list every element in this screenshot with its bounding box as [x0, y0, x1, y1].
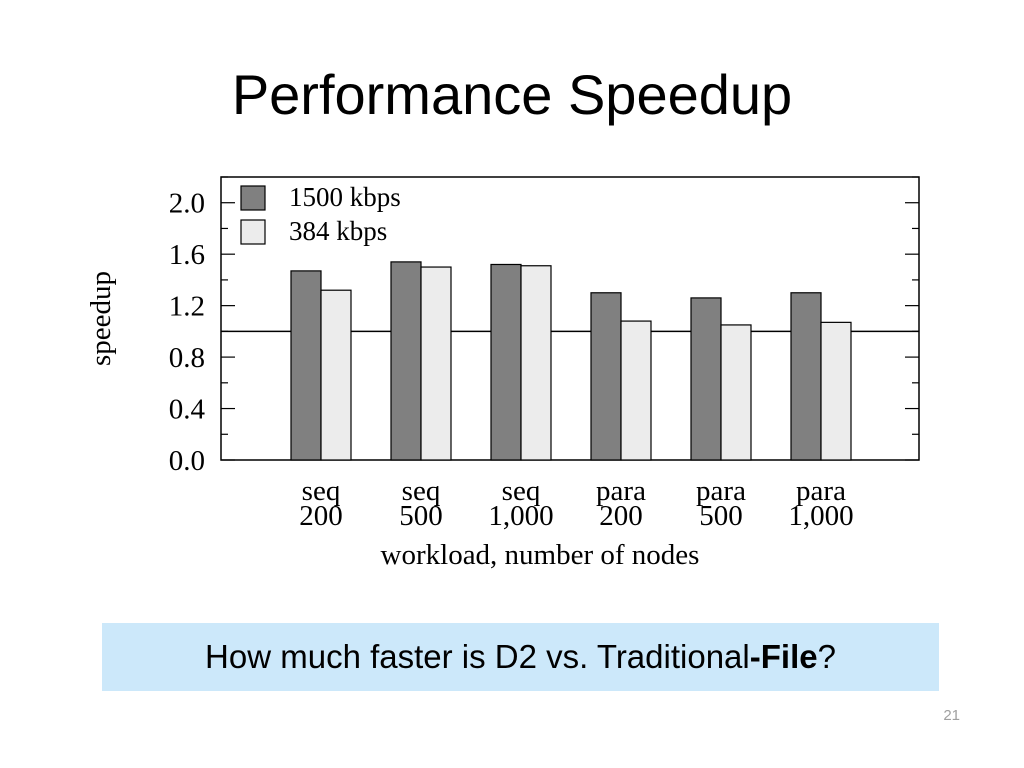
y-tick-label: 0.0	[169, 445, 205, 477]
y-tick-label: 1.2	[169, 291, 205, 323]
x-tick-label-workload: seq	[402, 475, 441, 507]
y-tick-label: 0.4	[169, 394, 206, 426]
legend-label: 384 kbps	[289, 216, 387, 246]
bar-384kbps	[520, 265, 552, 461]
bar-384kbps	[420, 266, 452, 461]
x-tick-label-workload: para	[596, 475, 646, 507]
legend-swatch	[240, 185, 266, 211]
bar-1500kbps	[390, 261, 422, 461]
x-tick-label-nodes: 1,000	[788, 500, 853, 532]
question-callout: How much faster is D2 vs. Traditional -Fi…	[102, 623, 939, 691]
callout-suffix: ?	[817, 638, 836, 675]
bar-384kbps	[620, 320, 652, 461]
x-tick-label-workload: para	[796, 475, 846, 507]
x-tick-label-nodes: 500	[399, 500, 443, 532]
y-tick-label: 0.8	[169, 342, 205, 374]
bar-384kbps	[720, 324, 752, 461]
bar-1500kbps	[590, 292, 622, 461]
y-tick-label: 1.6	[169, 239, 205, 271]
plot-frame	[220, 176, 920, 461]
bar-1500kbps	[490, 263, 522, 461]
y-tick-label: 2.0	[169, 188, 205, 220]
x-tick-label-nodes: 500	[699, 500, 743, 532]
callout-bold-text: -File	[749, 638, 818, 675]
x-axis-label: workload, number of nodes	[381, 539, 700, 571]
bar-384kbps	[820, 321, 852, 461]
legend-swatch	[240, 219, 266, 245]
bar-1500kbps	[790, 292, 822, 461]
x-tick-label-workload: para	[696, 475, 746, 507]
x-tick-label-nodes: 1,000	[488, 500, 553, 532]
x-tick-label-nodes: 200	[599, 500, 643, 532]
legend-label: 1500 kbps	[289, 182, 401, 212]
callout-text: How much faster is D2 vs. Traditional	[205, 638, 750, 675]
slide-number: 21	[943, 707, 960, 724]
slide-title: Performance Speedup	[231, 63, 793, 126]
speedup-bar-chart: 0.00.40.81.21.62.0speedupseq200seq500seq…	[85, 176, 920, 571]
y-axis-label: speedup	[85, 271, 117, 366]
x-tick-label-workload: seq	[302, 475, 341, 507]
x-tick-label-workload: seq	[502, 475, 541, 507]
x-tick-label-nodes: 200	[299, 500, 343, 532]
bar-384kbps	[320, 289, 352, 461]
bar-1500kbps	[690, 297, 722, 461]
bar-1500kbps	[290, 270, 322, 461]
